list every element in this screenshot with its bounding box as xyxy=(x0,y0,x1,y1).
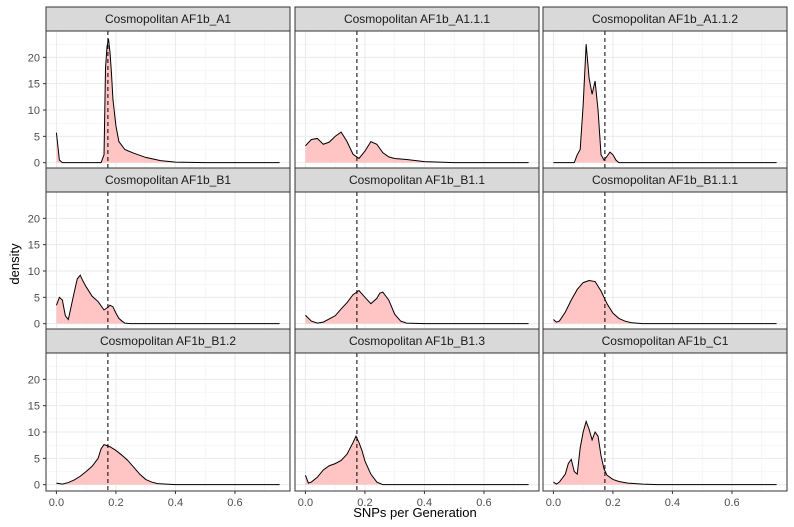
facet-strip-label: Cosmopolitan AF1b_B1.3 xyxy=(349,334,485,348)
density-line xyxy=(304,435,529,486)
y-axis: 0 5 10 15 20 0 5 10 15 20 0 5 10 15 20 xyxy=(28,52,46,492)
y-tick-label: 10 xyxy=(28,427,40,439)
y-tick-label: 20 xyxy=(28,52,40,64)
facet-strip-label: Cosmopolitan AF1b_A1.1.2 xyxy=(592,12,738,26)
y-tick-label: 0 xyxy=(34,319,40,331)
density-area xyxy=(305,132,529,163)
density-area xyxy=(305,436,529,485)
y-tick-label: 0 xyxy=(34,480,40,492)
x-tick-label: 0.0 xyxy=(49,497,64,509)
facet-strip xyxy=(542,6,788,32)
facet-strip-label: Cosmopolitan AF1b_A1.1.1 xyxy=(344,12,490,26)
panel-background xyxy=(543,31,787,169)
y-tick-label: 15 xyxy=(28,240,40,252)
density-area xyxy=(553,280,777,324)
facet-strip xyxy=(45,6,291,32)
x-tick-label: 0.6 xyxy=(227,497,242,509)
density-area xyxy=(553,421,777,485)
density-area xyxy=(305,290,529,324)
facet-strip xyxy=(542,167,788,193)
facet-panel: Cosmopolitan AF1b_B1.3 xyxy=(294,328,540,492)
x-tick-label: 0.0 xyxy=(546,497,561,509)
facet-panels: Cosmopolitan AF1b_A1 Cosmopolitan AF1b_A1… xyxy=(45,6,788,492)
facet-strip-label: Cosmopolitan AF1b_C1 xyxy=(602,334,729,348)
facet-panel: Cosmopolitan AF1b_C1 xyxy=(542,328,788,492)
panel-border xyxy=(542,352,788,492)
density-line xyxy=(305,131,529,164)
x-tick-label: 0.6 xyxy=(476,497,491,509)
x-tick-label: 0.6 xyxy=(724,497,739,509)
x-tick-label: 0.4 xyxy=(665,497,680,509)
y-tick-label: 0 xyxy=(34,158,40,170)
facet-strip-label: Cosmopolitan AF1b_B1.1 xyxy=(349,173,485,187)
panel-background xyxy=(295,192,539,330)
facet-strip xyxy=(542,328,788,354)
panel-background xyxy=(46,31,290,169)
facet-panel: Cosmopolitan AF1b_A1 xyxy=(45,6,291,170)
facet-panel: Cosmopolitan AF1b_B1 xyxy=(45,167,291,331)
panel-background xyxy=(46,353,290,491)
facet-panel: Cosmopolitan AF1b_A1.1.2 xyxy=(542,6,788,170)
x-tick-label: 0.2 xyxy=(108,497,123,509)
density-line xyxy=(553,44,777,164)
y-tick-label: 5 xyxy=(34,292,40,304)
facet-strip xyxy=(45,167,291,193)
facet-strip xyxy=(45,328,291,354)
facet-panel: Cosmopolitan AF1b_B1.1.1 xyxy=(542,167,788,331)
y-tick-label: 20 xyxy=(28,213,40,225)
y-tick-label: 5 xyxy=(34,131,40,143)
y-tick-label: 10 xyxy=(28,266,40,278)
x-axis: 0.0 0.2 0.4 0.6 0.0 0.2 0.4 0.6 0.0 0.2 0.4 0.6 xyxy=(49,491,740,509)
facet-panel: Cosmopolitan AF1b_A1.1.1 xyxy=(294,6,540,170)
y-tick-label: 15 xyxy=(28,401,40,413)
facet-panel: Cosmopolitan AF1b_B1.2 xyxy=(45,328,291,492)
facet-strip xyxy=(294,328,540,354)
density-line xyxy=(305,289,529,325)
density-line xyxy=(553,419,777,486)
facet-strip-label: Cosmopolitan AF1b_B1 xyxy=(105,173,231,187)
x-axis-title: SNPs per Generation xyxy=(353,505,477,520)
x-tick-label: 0.4 xyxy=(168,497,183,509)
y-tick-label: 5 xyxy=(34,453,40,465)
y-tick-label: 20 xyxy=(28,374,40,386)
panel-border xyxy=(45,352,291,492)
facet-strip-label: Cosmopolitan AF1b_B1.2 xyxy=(100,334,236,348)
facet-strip xyxy=(294,167,540,193)
x-tick-label: 0.4 xyxy=(417,497,432,509)
y-axis-title: density xyxy=(7,243,22,285)
density-line xyxy=(55,38,280,164)
density-line xyxy=(55,274,280,325)
density-area xyxy=(56,38,280,163)
y-tick-label: 10 xyxy=(28,105,40,117)
y-tick-label: 15 xyxy=(28,79,40,91)
facet-strip-label: Cosmopolitan AF1b_A1 xyxy=(105,12,231,26)
x-tick-label: 0.0 xyxy=(298,497,313,509)
density-area xyxy=(56,275,280,324)
density-line xyxy=(56,444,280,486)
facet-panel: Cosmopolitan AF1b_B1.1 xyxy=(294,167,540,331)
x-tick-label: 0.2 xyxy=(605,497,620,509)
density-line xyxy=(553,279,777,325)
facet-strip xyxy=(294,6,540,32)
panel-border xyxy=(294,352,540,492)
facet-strip-label: Cosmopolitan AF1b_B1.1.1 xyxy=(592,173,738,187)
density-area xyxy=(56,444,280,485)
x-tick-label: 0.2 xyxy=(357,497,372,509)
